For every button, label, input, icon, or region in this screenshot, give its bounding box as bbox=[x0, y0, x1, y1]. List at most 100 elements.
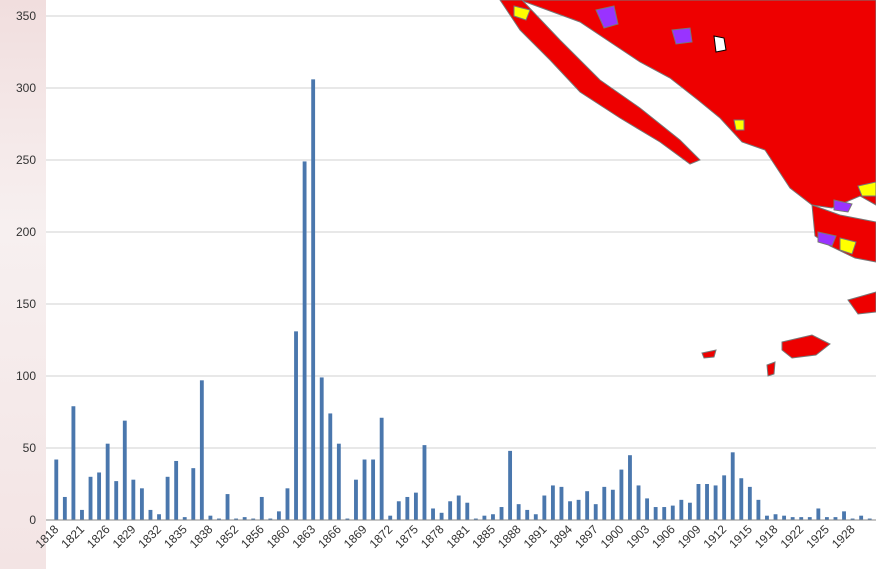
bar bbox=[422, 445, 427, 520]
bar bbox=[867, 518, 872, 520]
map-purple-region-4 bbox=[833, 199, 853, 213]
y-tick-label: 250 bbox=[16, 153, 36, 167]
bar bbox=[773, 514, 778, 520]
bar bbox=[542, 495, 547, 520]
bar bbox=[311, 79, 316, 521]
bar bbox=[662, 507, 667, 520]
bar bbox=[396, 501, 401, 520]
bar bbox=[739, 478, 744, 520]
map-mainland bbox=[519, 0, 876, 209]
bar bbox=[139, 488, 144, 520]
bar bbox=[182, 517, 187, 520]
bar bbox=[705, 484, 709, 520]
bar bbox=[645, 498, 650, 520]
bar bbox=[97, 472, 102, 520]
y-tick-label: 0 bbox=[29, 513, 36, 527]
bar bbox=[362, 459, 367, 520]
bar bbox=[824, 517, 829, 520]
map-island-large bbox=[781, 334, 831, 359]
bar bbox=[328, 413, 333, 520]
bar bbox=[431, 508, 435, 520]
bar bbox=[302, 161, 307, 520]
bar bbox=[54, 459, 59, 520]
y-tick-label: 50 bbox=[23, 441, 37, 455]
bar bbox=[576, 499, 581, 520]
bar bbox=[756, 499, 761, 520]
map-purple-region-3 bbox=[817, 231, 837, 247]
map-yellow-region bbox=[513, 5, 531, 21]
bar bbox=[131, 479, 136, 520]
bar bbox=[670, 505, 675, 520]
bar bbox=[499, 507, 504, 520]
bar bbox=[251, 518, 256, 520]
bar bbox=[593, 504, 598, 520]
bar bbox=[405, 496, 410, 520]
bar bbox=[191, 468, 196, 520]
bar bbox=[799, 517, 804, 520]
bar bbox=[413, 492, 418, 520]
bar bbox=[525, 509, 530, 520]
bar bbox=[345, 518, 350, 520]
bar bbox=[687, 502, 692, 520]
map-yellow-region-2 bbox=[839, 237, 857, 255]
bar bbox=[448, 501, 453, 520]
bar bbox=[747, 486, 752, 520]
bar bbox=[217, 518, 221, 520]
bar bbox=[294, 331, 298, 520]
map-yellow-region-3 bbox=[857, 181, 876, 197]
y-tick-label: 100 bbox=[16, 369, 36, 383]
bar bbox=[354, 479, 358, 520]
bar bbox=[388, 515, 393, 520]
map-island-tiny bbox=[766, 361, 776, 377]
y-tick-label: 200 bbox=[16, 225, 36, 239]
bar bbox=[439, 512, 444, 520]
y-tick-label: 350 bbox=[16, 9, 36, 23]
map-island-small bbox=[701, 349, 717, 359]
map-white-spot bbox=[713, 35, 727, 53]
bar bbox=[619, 469, 624, 520]
bar bbox=[174, 460, 179, 520]
map-purple-region-2 bbox=[671, 27, 693, 45]
bar bbox=[859, 515, 864, 520]
bar bbox=[234, 518, 239, 520]
bar bbox=[379, 417, 384, 520]
map-yellow-region-4 bbox=[733, 119, 745, 131]
bar bbox=[550, 485, 555, 520]
bar bbox=[790, 517, 795, 520]
bar bbox=[473, 518, 478, 520]
bar bbox=[653, 507, 658, 520]
bar bbox=[679, 499, 684, 520]
bar bbox=[482, 515, 487, 520]
bar bbox=[371, 459, 376, 520]
bar bbox=[199, 380, 204, 520]
bar bbox=[516, 504, 521, 520]
map-peninsula bbox=[847, 291, 876, 315]
bar bbox=[782, 515, 787, 520]
bar bbox=[259, 496, 264, 520]
bar bbox=[816, 508, 821, 520]
bar bbox=[157, 514, 161, 520]
bar bbox=[242, 517, 247, 520]
bar bbox=[628, 455, 632, 520]
bar bbox=[456, 495, 461, 520]
bar bbox=[568, 501, 572, 520]
bar bbox=[114, 481, 119, 520]
map-coast-strip bbox=[499, 0, 701, 165]
bar bbox=[88, 476, 93, 520]
bar bbox=[208, 515, 213, 520]
y-tick-label: 300 bbox=[16, 81, 36, 95]
y-tick-label: 150 bbox=[16, 297, 36, 311]
bar bbox=[285, 488, 290, 520]
bar bbox=[491, 514, 495, 520]
map-overlay bbox=[499, 0, 876, 377]
bars bbox=[54, 79, 872, 521]
bar bbox=[165, 476, 170, 520]
bar bbox=[71, 406, 76, 520]
bar bbox=[465, 502, 470, 520]
bar bbox=[585, 491, 590, 520]
bar bbox=[508, 450, 513, 520]
bar bbox=[730, 452, 735, 520]
bar bbox=[807, 517, 812, 520]
bar bbox=[765, 515, 769, 520]
